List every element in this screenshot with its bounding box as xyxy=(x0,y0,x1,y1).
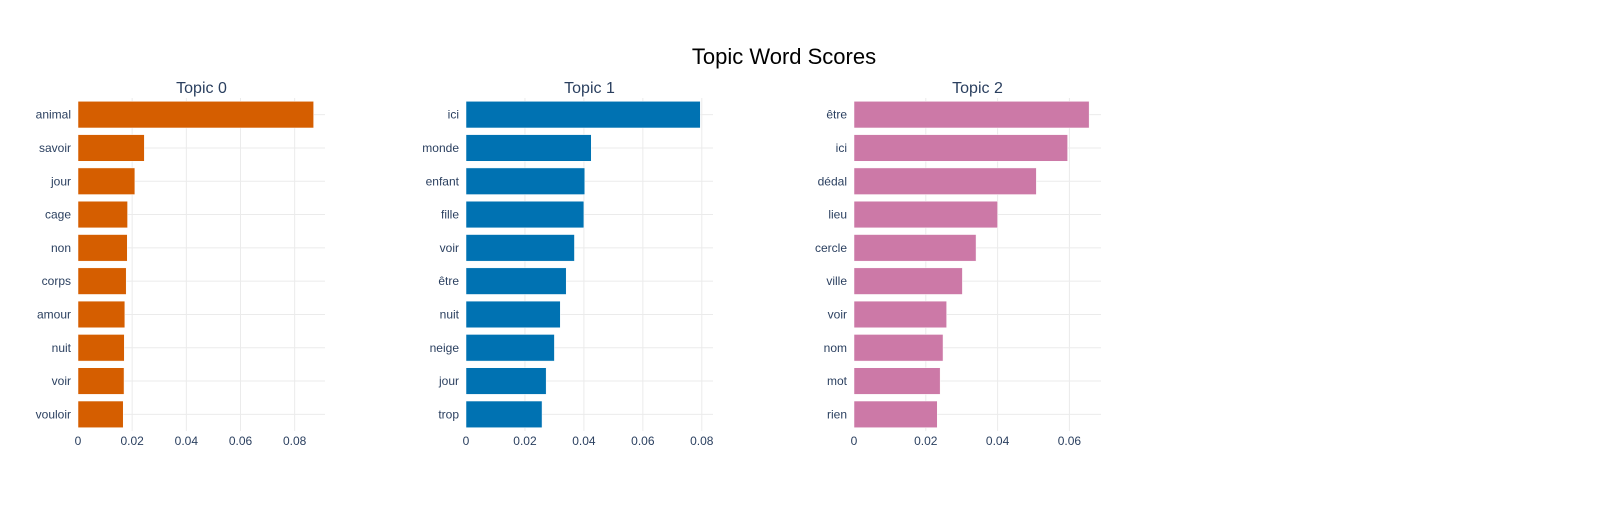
bar-mot xyxy=(853,367,941,395)
category-label: nom xyxy=(824,341,847,355)
bar-jour xyxy=(465,367,547,395)
category-label: vouloir xyxy=(36,407,71,421)
x-tick-label: 0.04 xyxy=(175,434,199,448)
category-label: mot xyxy=(827,374,848,388)
panel-title: Topic 1 xyxy=(564,80,615,97)
category-label: savoir xyxy=(39,141,71,155)
bar-dédal xyxy=(853,167,1037,195)
bar-vouloir xyxy=(77,400,124,428)
category-label: être xyxy=(826,108,847,122)
x-tick-label: 0 xyxy=(851,434,858,448)
panel-title: Topic 2 xyxy=(952,80,1003,97)
category-label: neige xyxy=(430,341,460,355)
bar-rien xyxy=(853,400,938,428)
category-label: nuit xyxy=(52,341,72,355)
x-tick-label: 0.02 xyxy=(120,434,144,448)
bar-ville xyxy=(853,267,963,295)
category-label: enfant xyxy=(426,174,460,188)
bar-trop xyxy=(465,400,543,428)
category-label: fille xyxy=(441,208,459,222)
bar-fille xyxy=(465,200,585,229)
panel-title: Topic 0 xyxy=(176,80,227,97)
category-label: ville xyxy=(826,274,847,288)
bar-être xyxy=(853,101,1090,129)
category-label: jour xyxy=(438,374,459,388)
x-tick-label: 0.06 xyxy=(229,434,253,448)
category-label: jour xyxy=(50,174,71,188)
topic-panel-0: Topic 0 animal savoir jour cage non corps amour… xyxy=(36,80,325,448)
bar-nuit xyxy=(465,300,561,329)
bar-être xyxy=(465,267,567,295)
category-label: voir xyxy=(828,307,847,321)
x-tick-label: 0.02 xyxy=(914,434,938,448)
bar-cercle xyxy=(853,234,977,262)
bar-lieu xyxy=(853,200,998,229)
x-tick-label: 0.06 xyxy=(1058,434,1082,448)
topic-panel-1: Topic 1 ici monde enfant fille voir être nuit ne… xyxy=(422,80,714,448)
bar-non xyxy=(77,234,128,262)
bar-cage xyxy=(77,200,128,229)
category-label: être xyxy=(438,274,459,288)
bar-jour xyxy=(77,167,136,195)
category-label: ici xyxy=(836,141,847,155)
bar-corps xyxy=(77,267,127,295)
bar-voir xyxy=(465,234,575,262)
category-label: cage xyxy=(45,208,71,222)
category-label: nuit xyxy=(440,307,460,321)
bar-enfant xyxy=(465,167,586,195)
bar-nom xyxy=(853,334,944,362)
category-label: monde xyxy=(422,141,459,155)
category-label: rien xyxy=(827,407,847,421)
category-label: voir xyxy=(440,241,459,255)
category-label: trop xyxy=(438,407,459,421)
bar-neige xyxy=(465,334,555,362)
x-tick-label: 0.04 xyxy=(572,434,596,448)
bar-ici xyxy=(465,101,701,129)
x-tick-label: 0 xyxy=(463,434,470,448)
category-label: ici xyxy=(448,108,459,122)
category-label: corps xyxy=(42,274,71,288)
bar-animal xyxy=(77,101,314,129)
category-label: dédal xyxy=(818,174,847,188)
bar-voir xyxy=(77,367,125,395)
x-tick-label: 0 xyxy=(75,434,82,448)
bar-nuit xyxy=(77,334,125,362)
x-tick-label: 0.04 xyxy=(986,434,1010,448)
x-tick-label: 0.02 xyxy=(513,434,537,448)
bar-amour xyxy=(77,300,126,329)
bar-ici xyxy=(853,134,1068,162)
category-label: animal xyxy=(36,108,71,122)
category-label: non xyxy=(51,241,71,255)
x-tick-label: 0.08 xyxy=(283,434,307,448)
bar-savoir xyxy=(77,134,145,162)
bar-voir xyxy=(853,300,947,329)
x-tick-label: 0.08 xyxy=(690,434,714,448)
topic-panel-2: Topic 2 être ici dédal lieu cercle ville voir no… xyxy=(815,80,1101,448)
bar-monde xyxy=(465,134,592,162)
category-label: amour xyxy=(37,307,71,321)
x-tick-label: 0.06 xyxy=(631,434,655,448)
category-label: voir xyxy=(52,374,71,388)
category-label: lieu xyxy=(828,208,847,222)
category-label: cercle xyxy=(815,241,847,255)
chart-title: Topic Word Scores xyxy=(692,44,876,69)
